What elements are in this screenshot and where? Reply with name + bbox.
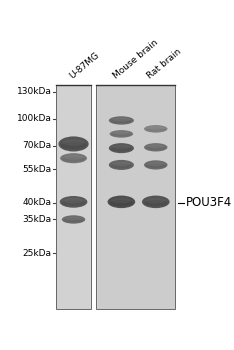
Ellipse shape <box>144 125 168 133</box>
Ellipse shape <box>62 215 85 224</box>
Text: 55kDa: 55kDa <box>23 164 52 174</box>
Bar <box>56 85 91 309</box>
Ellipse shape <box>64 155 83 160</box>
Ellipse shape <box>144 200 168 206</box>
Text: 35kDa: 35kDa <box>23 215 52 224</box>
Ellipse shape <box>144 160 168 169</box>
Ellipse shape <box>146 163 166 168</box>
Ellipse shape <box>111 163 132 168</box>
Ellipse shape <box>65 217 82 220</box>
Ellipse shape <box>113 145 130 149</box>
Ellipse shape <box>142 196 170 208</box>
Ellipse shape <box>148 162 164 166</box>
Ellipse shape <box>108 196 135 208</box>
Ellipse shape <box>113 162 130 166</box>
Ellipse shape <box>113 118 130 121</box>
Bar <box>56 85 91 309</box>
Ellipse shape <box>62 200 85 206</box>
Text: 130kDa: 130kDa <box>17 88 52 97</box>
Ellipse shape <box>60 153 87 163</box>
Text: 100kDa: 100kDa <box>17 114 52 123</box>
Ellipse shape <box>113 132 130 135</box>
Ellipse shape <box>63 139 84 146</box>
Ellipse shape <box>109 143 134 153</box>
Text: 40kDa: 40kDa <box>23 198 52 207</box>
Bar <box>96 85 175 309</box>
Text: 25kDa: 25kDa <box>23 248 52 258</box>
Ellipse shape <box>146 146 166 150</box>
Ellipse shape <box>148 126 164 130</box>
Ellipse shape <box>64 198 83 203</box>
Ellipse shape <box>148 145 164 148</box>
Ellipse shape <box>109 116 134 125</box>
Text: Mouse brain: Mouse brain <box>111 38 160 81</box>
Ellipse shape <box>64 218 84 222</box>
Ellipse shape <box>146 198 165 203</box>
Ellipse shape <box>146 128 166 132</box>
Ellipse shape <box>111 133 131 136</box>
Ellipse shape <box>58 136 89 152</box>
Ellipse shape <box>111 119 132 124</box>
Ellipse shape <box>144 143 168 152</box>
Text: 70kDa: 70kDa <box>23 141 52 150</box>
Ellipse shape <box>109 160 134 170</box>
Text: Rat brain: Rat brain <box>146 48 183 81</box>
Ellipse shape <box>61 142 86 149</box>
Bar <box>96 85 175 309</box>
Ellipse shape <box>62 157 85 162</box>
Text: POU3F4: POU3F4 <box>186 196 232 209</box>
Text: U-87MG: U-87MG <box>68 51 101 81</box>
Ellipse shape <box>112 198 131 203</box>
Ellipse shape <box>60 196 87 208</box>
Ellipse shape <box>110 130 133 138</box>
Ellipse shape <box>110 200 133 206</box>
Ellipse shape <box>111 147 132 152</box>
